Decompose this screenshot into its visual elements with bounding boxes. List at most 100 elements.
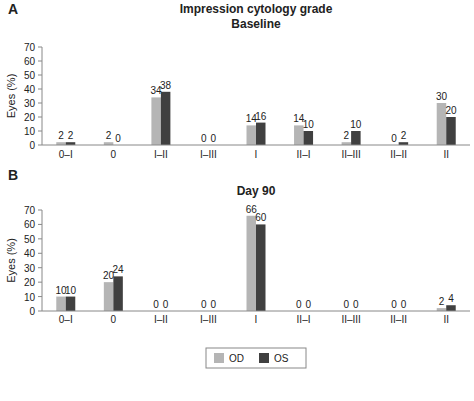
data-label: 0 [210,133,216,144]
legend-box [206,348,306,368]
data-label: 2 [344,130,350,141]
y-tick-label: 20 [24,112,36,123]
y-tick-label: 0 [29,306,35,317]
x-tick-label: II–III [341,149,360,160]
y-tick-label: 50 [24,70,36,81]
y-tick-label: 60 [24,219,36,230]
bar [351,131,361,145]
y-tick-label: 30 [24,98,36,109]
x-tick-label: 0–I [59,314,73,325]
data-label: 0 [344,299,350,310]
bar [304,131,314,145]
y-tick-label: 50 [24,234,36,245]
data-label: 20 [445,105,457,116]
y-axis-label: Eyes (%) [5,238,17,283]
x-tick-label: I–II [154,314,168,325]
data-label: 24 [113,264,125,275]
x-axis [42,145,470,146]
x-tick-label: II–I [297,314,311,325]
y-tick [38,61,42,62]
y-tick-label: 40 [24,248,36,259]
y-axis [42,210,43,311]
bar [446,305,456,311]
data-label: 0 [163,299,169,310]
y-tick-label: 20 [24,277,36,288]
y-tick-label: 10 [24,126,36,137]
legend-label: OS [274,353,289,364]
bar [256,123,266,145]
y-axis-label: Eyes (%) [5,74,17,119]
y-tick [38,296,42,297]
data-label: 2 [401,130,407,141]
data-label: 2 [68,130,74,141]
x-tick-label: II–II [390,149,407,160]
bar [56,297,66,311]
y-tick-label: 0 [29,140,35,151]
bar [256,224,266,311]
x-tick-label: II–II [390,314,407,325]
bar [151,97,161,145]
y-tick [38,145,42,146]
data-label: 10 [303,119,315,130]
y-tick-label: 70 [24,42,36,53]
panel-letter: B [8,167,18,183]
y-tick [38,89,42,90]
data-label: 2 [106,130,112,141]
x-tick-label: II [443,149,449,160]
x-tick-label: 0 [111,149,117,160]
data-label: 0 [391,299,397,310]
x-tick-label: II–III [341,314,360,325]
y-tick [38,267,42,268]
x-tick-label: II [443,314,449,325]
y-tick [38,75,42,76]
data-label: 0 [153,299,159,310]
y-tick-label: 70 [24,205,36,216]
legend-swatch [214,353,224,363]
data-label: 0 [296,299,302,310]
bar [446,117,456,145]
data-label: 2 [439,296,445,307]
data-label: 16 [255,111,267,122]
x-axis [42,311,470,312]
legend-label: OD [229,353,244,364]
data-label: 2 [58,130,64,141]
chart-title: Day 90 [237,184,276,198]
y-tick [38,131,42,132]
bar [161,92,171,145]
y-tick-label: 30 [24,263,36,274]
bar [247,216,257,311]
y-tick [38,47,42,48]
y-tick-label: 10 [24,292,36,303]
y-tick [38,253,42,254]
x-tick-label: I [255,149,258,160]
bars [56,92,455,145]
y-tick-label: 60 [24,56,36,67]
bar [113,276,123,311]
y-tick [38,282,42,283]
data-label: 0 [353,299,359,310]
y-tick [38,117,42,118]
data-label: 0 [401,299,407,310]
data-label: 0 [391,133,397,144]
x-tick-label: I–III [200,314,217,325]
data-label: 10 [65,285,77,296]
figure: AImpression cytology gradeBaselineEyes (… [0,0,474,401]
x-tick-label: I–II [154,149,168,160]
y-tick [38,238,42,239]
bars [56,216,455,311]
data-label: 10 [350,119,362,130]
y-tick [38,103,42,104]
x-tick-label: I–III [200,149,217,160]
data-label: 0 [306,299,312,310]
chart-title: Impression cytology grade [180,2,333,16]
y-axis [42,47,43,145]
x-tick-label: 0–I [59,149,73,160]
data-label: 4 [448,293,454,304]
y-tick [38,311,42,312]
bar [66,297,76,311]
x-tick-label: 0 [111,314,117,325]
data-label: 38 [160,80,172,91]
bar [247,125,257,145]
data-label: 0 [201,133,207,144]
legend-swatch [259,353,269,363]
